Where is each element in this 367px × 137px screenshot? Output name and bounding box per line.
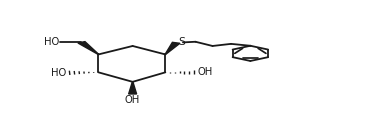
Text: S: S <box>178 38 185 48</box>
Polygon shape <box>78 42 99 55</box>
Polygon shape <box>129 82 137 94</box>
Text: HO: HO <box>51 68 66 78</box>
Polygon shape <box>165 42 180 54</box>
Text: OH: OH <box>125 95 140 105</box>
Text: HO: HO <box>44 37 59 47</box>
Text: OH: OH <box>197 67 212 77</box>
